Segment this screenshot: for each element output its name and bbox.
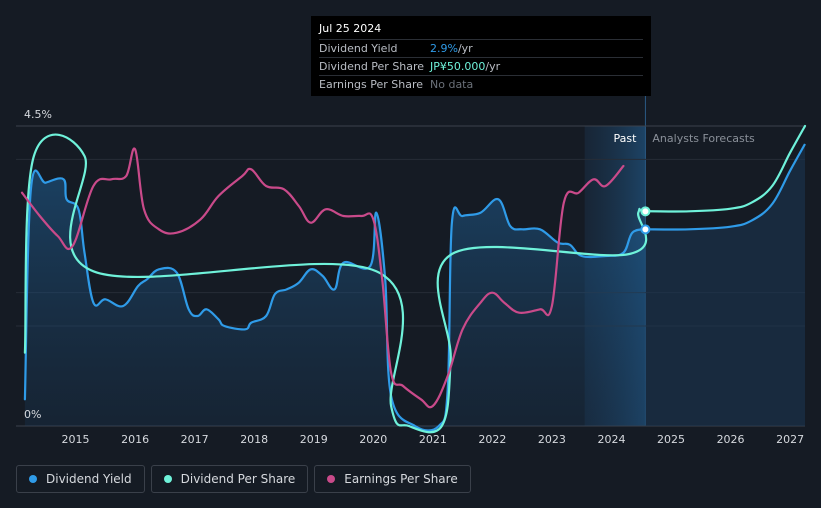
x-tick-label: 2017 <box>181 433 209 446</box>
legend-dot-dividend-per-share <box>163 475 172 483</box>
legend-item-earnings-per-share[interactable]: Earnings Per Share <box>314 465 471 493</box>
legend-item-dividend-per-share[interactable]: Dividend Per Share <box>150 465 309 493</box>
hover-tooltip: Jul 25 2024 Dividend Yield 2.9% /yr Divi… <box>311 16 651 96</box>
marker-dividend-yield <box>640 224 651 235</box>
x-tick-label: 2024 <box>597 433 625 446</box>
tooltip-unit: /yr <box>485 60 501 73</box>
forecast-label: Analysts Forecasts <box>652 132 755 145</box>
x-tick-label: 2027 <box>776 433 804 446</box>
x-tick-label: 2023 <box>538 433 566 446</box>
x-tick-label: 2022 <box>478 433 506 446</box>
forecast-area <box>645 144 805 426</box>
legend-dot-dividend-yield <box>29 475 37 483</box>
dividend-yield-forecast-line <box>645 143 806 231</box>
x-tick-label: 2020 <box>359 433 387 446</box>
x-tick-label: 2026 <box>717 433 745 446</box>
dividend-yield-area <box>24 170 646 431</box>
legend-dot-earnings-per-share <box>327 475 336 483</box>
dividend-yield-line <box>23 169 647 432</box>
x-tick-label: 2016 <box>121 433 149 446</box>
tooltip-row-earnings-per-share: Earnings Per Share No data <box>319 75 643 93</box>
legend-label: Earnings Per Share <box>344 472 458 486</box>
past-label: Past <box>613 132 637 145</box>
tooltip-value: JP¥50.000 <box>430 60 486 73</box>
chart-legend: Dividend Yield Dividend Per Share Earnin… <box>16 465 471 493</box>
legend-item-dividend-yield[interactable]: Dividend Yield <box>16 465 145 493</box>
tooltip-unit: /yr <box>457 42 473 55</box>
tooltip-value: 2.9% <box>430 42 458 55</box>
x-tick-label: 2018 <box>240 433 268 446</box>
x-tick-label: 2021 <box>419 433 447 446</box>
tooltip-row-dividend-per-share: Dividend Per Share JP¥50.000 /yr <box>319 57 643 75</box>
dividend-per-share-line <box>23 124 807 434</box>
earnings-per-share-line <box>20 147 625 409</box>
tooltip-row-dividend-yield: Dividend Yield 2.9% /yr <box>319 39 643 57</box>
legend-label: Dividend Yield <box>46 472 132 486</box>
dividend-chart: 0% 4.5% 2015 2016 2017 2018 2019 2020 2021 2022 20… <box>16 96 807 446</box>
y-tick-label: 4.5% <box>24 108 52 121</box>
marker-dividend-per-share <box>640 206 651 217</box>
tooltip-label: Dividend Yield <box>319 42 398 55</box>
tooltip-date: Jul 25 2024 <box>319 22 382 35</box>
y-tick-label: 0% <box>24 408 41 421</box>
tooltip-label: Dividend Per Share <box>319 60 425 73</box>
x-tick-label: 2015 <box>62 433 90 446</box>
legend-label: Dividend Per Share <box>180 472 296 486</box>
tooltip-label: Earnings Per Share <box>319 78 424 91</box>
x-tick-label: 2025 <box>657 433 685 446</box>
tooltip-value: No data <box>430 78 474 91</box>
x-tick-label: 2019 <box>300 433 328 446</box>
